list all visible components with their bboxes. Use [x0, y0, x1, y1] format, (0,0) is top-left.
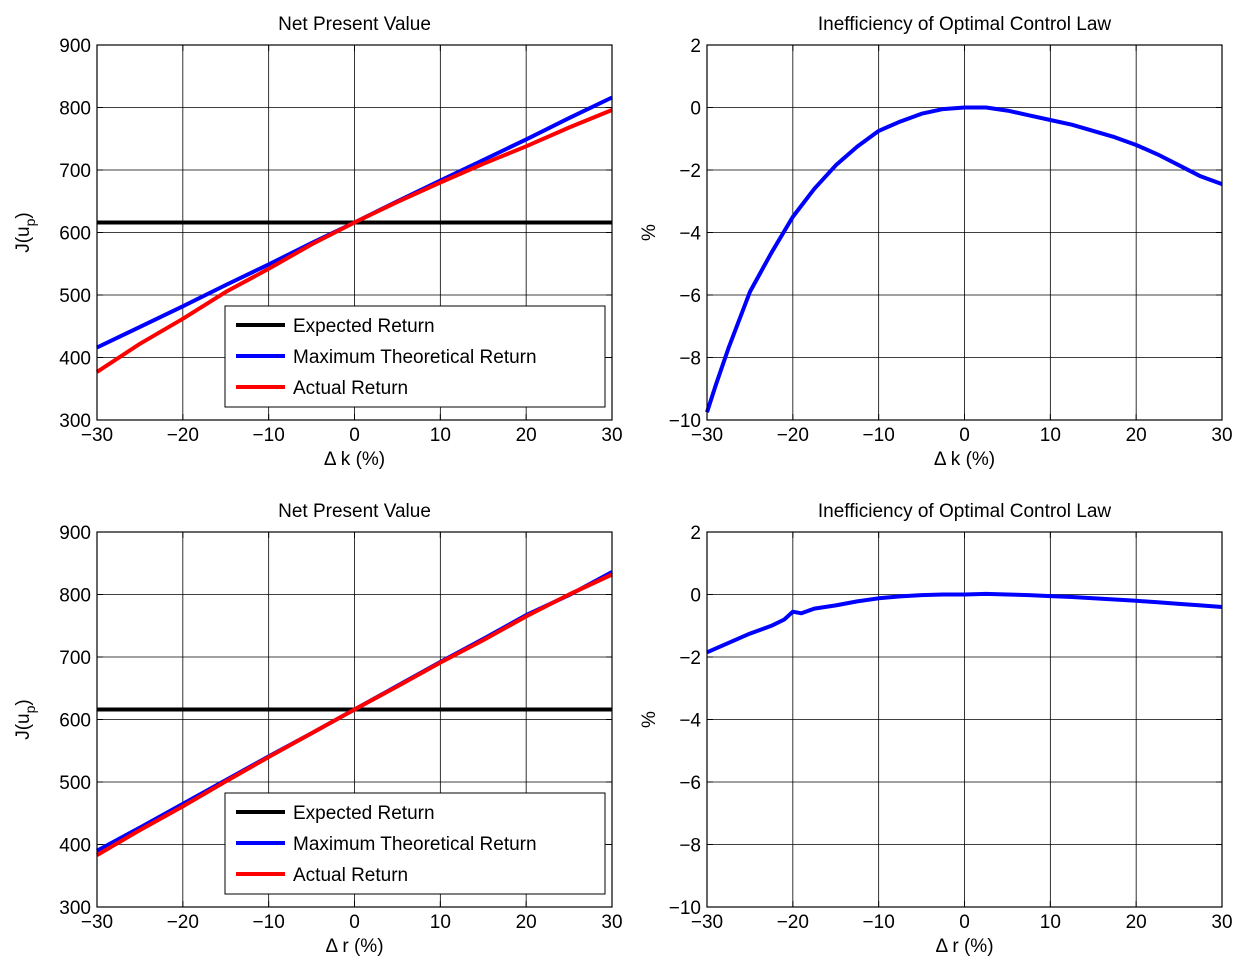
x-axis-label: Δ r (%)	[935, 936, 993, 957]
y-tick-label: 0	[690, 586, 701, 607]
x-tick-label: 30	[601, 425, 622, 446]
x-axis-label: Δ k (%)	[324, 449, 385, 470]
legend: Expected Return Maximum Theoretical Retur…	[224, 792, 606, 895]
legend-label: Maximum Theoretical Return	[293, 347, 537, 368]
legend: Expected Return Maximum Theoretical Retur…	[224, 305, 606, 408]
y-tick-label: 600	[59, 224, 91, 245]
y-tick-label: 700	[59, 161, 91, 182]
x-tick-label: 20	[516, 912, 537, 933]
x-tick-label: −10	[253, 425, 285, 446]
chart-title: Inefficiency of Optimal Control Law	[818, 501, 1112, 522]
y-axis-label: J(up)	[13, 212, 38, 253]
x-tick-label: 30	[1211, 425, 1232, 446]
legend-label: Actual Return	[293, 378, 408, 399]
y-tick-label: −10	[669, 898, 701, 919]
legend-label: Expected Return	[293, 803, 435, 824]
x-tick-label: 10	[1040, 425, 1061, 446]
y-tick-label: 800	[59, 586, 91, 607]
y-tick-label: 700	[59, 648, 91, 669]
y-tick-label: 400	[59, 349, 91, 370]
y-tick-label: 400	[59, 836, 91, 857]
y-tick-label: −8	[679, 836, 701, 857]
y-tick-label: 800	[59, 99, 91, 120]
y-tick-label: 300	[59, 411, 91, 432]
x-tick-label: 10	[1040, 912, 1061, 933]
y-tick-label: 600	[59, 711, 91, 732]
x-tick-label: −20	[777, 425, 809, 446]
y-tick-label: −8	[679, 349, 701, 370]
chart-title: Inefficiency of Optimal Control Law	[818, 14, 1112, 35]
series-line-actual-return	[95, 108, 613, 374]
series-line-inefficiency	[706, 591, 1223, 655]
y-axis-label: %	[639, 224, 660, 241]
x-tick-label: −30	[691, 425, 723, 446]
x-tick-label: 20	[1126, 425, 1147, 446]
x-tick-label: 20	[1126, 912, 1147, 933]
axes-box	[96, 531, 613, 908]
y-tick-label: −4	[679, 711, 701, 732]
y-tick-label: −2	[679, 648, 701, 669]
y-tick-label: 0	[690, 99, 701, 120]
x-tick-label: 20	[516, 425, 537, 446]
legend-label: Maximum Theoretical Return	[293, 834, 537, 855]
y-tick-label: 2	[690, 36, 701, 57]
x-tick-label: −30	[81, 912, 113, 933]
x-tick-label: 30	[1211, 912, 1232, 933]
chart-4: −30 −20 −10 0 10 20 30−10−8−6−4−202Inefficienc…	[639, 501, 1233, 957]
chart-title: Net Present Value	[278, 14, 431, 35]
y-axis-label: J(up)	[13, 699, 38, 740]
legend-label: Expected Return	[293, 316, 435, 337]
chart-1: −30 −20 −10 0 10 20 30 300 400 500 600 700 800 900 Net…	[13, 14, 623, 470]
x-tick-label: 0	[959, 912, 970, 933]
x-tick-label: 0	[959, 425, 970, 446]
x-tick-label: −20	[167, 425, 199, 446]
y-tick-label: 2	[690, 523, 701, 544]
x-tick-label: −30	[81, 425, 113, 446]
legend-label: Actual Return	[293, 865, 408, 886]
x-tick-label: 10	[430, 912, 451, 933]
chart-title: Net Present Value	[278, 501, 431, 522]
chart-3: −30 −20 −10 0 10 20 30 300 400 500 600 700 800 900 Net…	[13, 501, 623, 957]
y-tick-label: −6	[679, 773, 701, 794]
y-tick-label: 500	[59, 773, 91, 794]
y-tick-label: 500	[59, 286, 91, 307]
x-tick-label: −30	[691, 912, 723, 933]
axes-box	[96, 44, 613, 421]
legend-box	[224, 792, 606, 895]
x-tick-label: −20	[777, 912, 809, 933]
y-tick-label: −6	[679, 286, 701, 307]
x-tick-label: 0	[349, 912, 360, 933]
legend-box	[224, 305, 606, 408]
x-tick-label: 10	[430, 425, 451, 446]
x-tick-label: 30	[601, 912, 622, 933]
y-tick-label: 900	[59, 523, 91, 544]
axes-box	[706, 531, 1223, 908]
y-tick-label: −2	[679, 161, 701, 182]
series-line-actual-return	[95, 572, 613, 857]
y-axis-label: %	[639, 711, 660, 728]
y-tick-label: −4	[679, 224, 701, 245]
series-line-inefficiency	[705, 105, 1223, 413]
x-axis-label: Δ r (%)	[325, 936, 383, 957]
y-tick-label: −10	[669, 411, 701, 432]
x-tick-label: −20	[167, 912, 199, 933]
y-tick-label: 900	[59, 36, 91, 57]
axes-box	[706, 44, 1223, 421]
x-axis-label: Δ k (%)	[934, 449, 995, 470]
x-tick-label: −10	[863, 912, 895, 933]
y-tick-label: 300	[59, 898, 91, 919]
chart-2: −30 −20 −10 0 10 20 30−10−8−6−4−202Inefficienc…	[639, 14, 1233, 470]
x-tick-label: −10	[863, 425, 895, 446]
x-tick-label: −10	[253, 912, 285, 933]
x-tick-label: 0	[349, 425, 360, 446]
